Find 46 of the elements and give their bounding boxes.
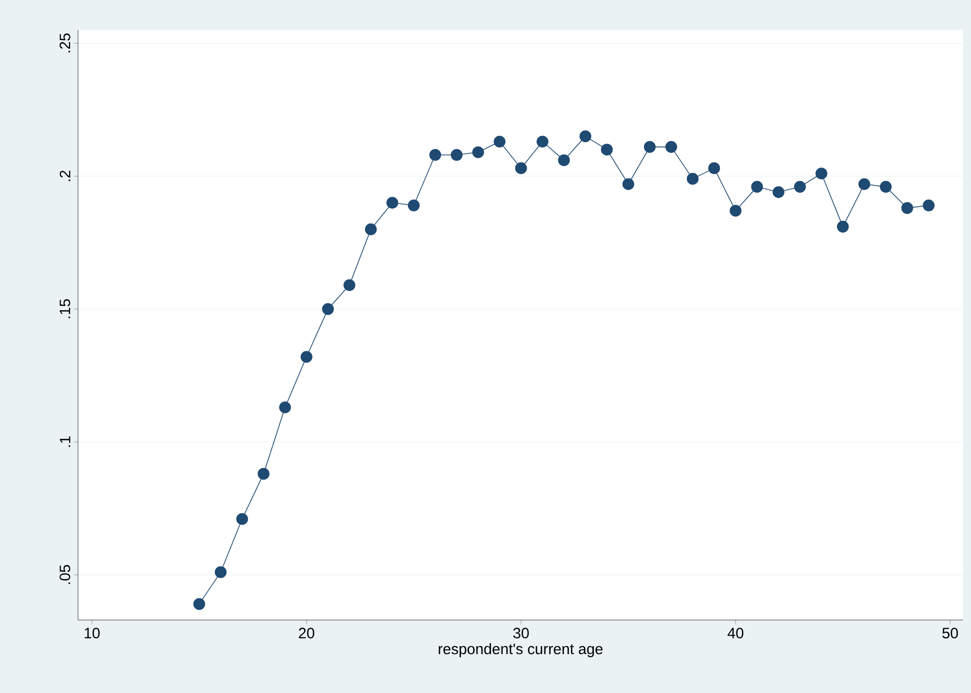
x-tick-label: 30 <box>513 628 529 638</box>
point <box>794 180 806 193</box>
point <box>258 468 270 480</box>
point <box>472 146 484 158</box>
point <box>494 136 506 148</box>
point <box>772 186 784 198</box>
point <box>193 598 206 610</box>
x-axis-title: respondent's current age <box>438 643 603 658</box>
point <box>600 144 613 156</box>
x-tick-label: 40 <box>728 628 744 638</box>
y-tick-label: .1 <box>60 436 70 447</box>
point <box>686 172 699 185</box>
point <box>386 196 398 209</box>
point <box>730 204 742 217</box>
point <box>236 513 248 525</box>
point <box>901 202 914 214</box>
point <box>708 162 720 174</box>
point <box>880 180 892 193</box>
point <box>450 149 463 161</box>
point <box>408 200 420 212</box>
x-tick-label: 50 <box>942 628 958 638</box>
point <box>214 566 227 578</box>
point <box>300 350 312 363</box>
point <box>858 178 870 190</box>
point <box>622 178 634 190</box>
point <box>665 141 678 153</box>
point <box>836 220 849 233</box>
y-tick-label: .15 <box>60 299 70 318</box>
y-tick-label: .25 <box>60 33 70 52</box>
point <box>922 200 935 212</box>
point <box>364 223 377 236</box>
y-tick-label: .2 <box>60 170 70 182</box>
point <box>816 168 828 180</box>
point <box>515 162 527 174</box>
point <box>558 154 570 166</box>
point <box>429 149 442 161</box>
point <box>644 141 656 153</box>
point <box>344 279 356 292</box>
point <box>279 401 291 414</box>
point <box>536 136 548 148</box>
point <box>751 180 763 193</box>
x-tick-label: 10 <box>84 628 100 638</box>
x-tick-label: 20 <box>298 628 314 638</box>
y-tick-label: .05 <box>60 565 70 584</box>
point <box>322 303 334 315</box>
point <box>580 130 592 142</box>
